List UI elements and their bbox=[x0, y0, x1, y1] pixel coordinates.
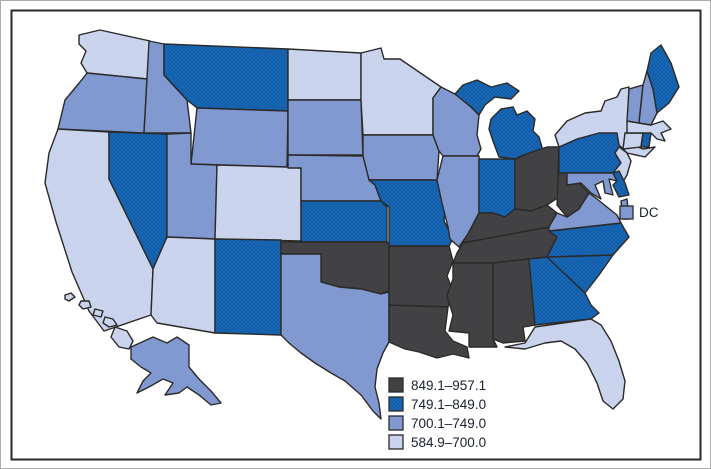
dc-swatch bbox=[619, 205, 634, 220]
state-wi bbox=[432, 86, 482, 157]
state-mi bbox=[454, 79, 544, 160]
legend-swatch-1 bbox=[388, 377, 404, 393]
state-ms bbox=[446, 262, 498, 348]
state-or bbox=[57, 72, 148, 134]
state-de bbox=[612, 170, 630, 198]
state-ks bbox=[300, 200, 388, 243]
state-tx bbox=[280, 253, 390, 420]
state-in bbox=[478, 158, 516, 218]
state-co bbox=[214, 164, 302, 242]
legend-label-4: 584.9–700.0 bbox=[411, 435, 486, 450]
legend-label-2: 749.1–849.0 bbox=[411, 397, 486, 412]
dc-label: DC bbox=[639, 205, 659, 220]
state-ar bbox=[388, 245, 454, 308]
state-nm bbox=[214, 238, 282, 336]
legend-swatch-3 bbox=[388, 415, 404, 431]
state-ct bbox=[622, 132, 644, 150]
legend-swatch-4 bbox=[388, 434, 404, 450]
states-layer bbox=[44, 29, 680, 420]
state-az bbox=[150, 236, 216, 334]
state-sd bbox=[287, 99, 364, 156]
state-wy bbox=[190, 107, 289, 168]
legend-label-1: 849.1–957.1 bbox=[411, 378, 486, 393]
state-oh bbox=[514, 146, 560, 212]
legend-label-3: 700.1–749.0 bbox=[411, 416, 486, 431]
state-wa bbox=[78, 29, 151, 80]
dc-callout: DC bbox=[619, 205, 659, 220]
legend-swatch-2 bbox=[388, 396, 404, 412]
state-me bbox=[646, 44, 680, 114]
figure-border bbox=[10, 9, 702, 461]
state-ri bbox=[640, 132, 652, 148]
state-ak bbox=[130, 336, 222, 406]
state-al bbox=[492, 258, 536, 344]
state-mn bbox=[360, 47, 442, 136]
state-ia bbox=[362, 134, 440, 181]
state-fl bbox=[504, 318, 626, 410]
legend: 849.1–957.1 749.1–849.0 700.1–749.0 584.… bbox=[388, 377, 486, 450]
state-la bbox=[388, 304, 470, 359]
state-nd bbox=[287, 48, 362, 101]
state-hi bbox=[64, 292, 134, 350]
